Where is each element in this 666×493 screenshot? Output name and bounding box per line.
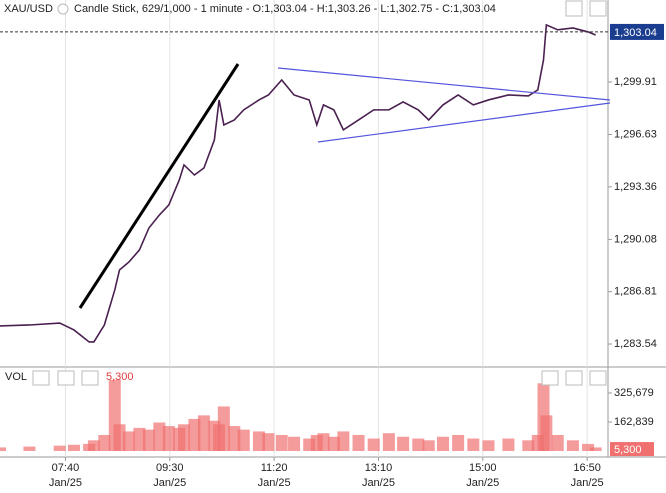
eye-icon[interactable] — [57, 3, 69, 15]
volume-bar — [153, 422, 166, 451]
vol-last: 5,300 — [106, 371, 134, 383]
volume-bar — [412, 438, 425, 451]
volume-bar — [397, 436, 410, 451]
volume-bar — [275, 434, 288, 451]
volume-bar — [53, 445, 66, 451]
volume-bar — [522, 440, 535, 451]
volume-bar — [178, 424, 191, 451]
y-tick-label: 1,296.63 — [614, 128, 657, 140]
eye-button[interactable] — [32, 370, 50, 386]
volume-bar — [367, 438, 380, 451]
last-volume-box — [610, 442, 654, 457]
volume-bar — [87, 440, 100, 451]
x-tick-label: 13:10 — [365, 462, 393, 474]
expand-button[interactable] — [565, 0, 583, 17]
volume-bar — [589, 447, 602, 451]
volume-bar — [467, 438, 480, 451]
volume-bar — [67, 444, 80, 451]
y-tick-label: 162,839 — [614, 416, 654, 428]
volume-bar — [98, 434, 111, 451]
volume-bar — [452, 434, 465, 451]
expand-button[interactable] — [565, 370, 583, 386]
x-tick-label: 07:40 — [52, 462, 80, 474]
x-tick-label: 16:50 — [573, 462, 601, 474]
settings-button[interactable] — [81, 370, 99, 386]
up-button[interactable] — [541, 370, 559, 386]
y-tick-label: 1,299.91 — [614, 76, 657, 88]
volume-bar — [352, 434, 365, 451]
close-button[interactable] — [589, 370, 607, 386]
volume-bar — [142, 429, 155, 451]
volume-bar — [228, 426, 241, 451]
volume-bar — [133, 427, 146, 451]
volume-bar — [540, 415, 553, 451]
volume-bar — [188, 418, 201, 451]
close-button[interactable] — [57, 370, 75, 386]
x-tick-label: 15:00 — [469, 462, 497, 474]
last-price-box — [610, 23, 664, 40]
x-tick-date: Jan/25 — [258, 477, 291, 489]
volume-bar — [113, 424, 126, 451]
y-tick-label: 1,293.36 — [614, 181, 657, 193]
volume-bar — [122, 431, 135, 451]
vol-title: VOL — [5, 371, 27, 383]
volume-bar — [252, 431, 265, 451]
menu-button[interactable] — [589, 0, 607, 17]
volume-bar — [551, 434, 564, 451]
x-tick-label: 11:20 — [261, 462, 288, 474]
volume-bar — [482, 440, 495, 451]
volume-bar — [436, 436, 449, 451]
volume-bar — [197, 415, 210, 451]
volume-bar — [566, 440, 579, 451]
volume-bar — [262, 433, 275, 451]
x-tick-date: Jan/25 — [153, 477, 186, 489]
trend-line — [78, 63, 240, 309]
volume-bar — [288, 436, 301, 451]
last-price-label: 1,303.04 — [614, 27, 657, 39]
triangle-lower — [317, 102, 611, 143]
x-tick-date: Jan/25 — [571, 477, 604, 489]
y-tick-label: 1,286.81 — [614, 286, 657, 298]
volume-bar — [0, 447, 6, 451]
last-volume-label: 5,300 — [614, 444, 642, 456]
volume-bar — [162, 426, 175, 451]
y-tick-label: 1,290.08 — [614, 233, 657, 245]
volume-bar — [337, 431, 350, 451]
triangle-upper — [277, 67, 611, 101]
volume-bar — [502, 438, 515, 451]
volume-bar — [327, 436, 340, 451]
volume-bar — [422, 440, 435, 451]
x-tick-label: 09:30 — [156, 462, 184, 474]
volume-bar — [382, 433, 395, 451]
y-tick-label: 1,283.54 — [614, 338, 657, 350]
info: Candle Stick, 629/1,000 - 1 minute - O:1… — [74, 3, 496, 15]
volume-bar — [23, 446, 36, 451]
x-tick-date: Jan/25 — [49, 477, 82, 489]
symbol: XAU/USD — [4, 3, 53, 15]
price-line — [0, 23, 596, 343]
volume-bar — [237, 429, 250, 451]
x-tick-date: Jan/25 — [466, 477, 499, 489]
volume-bar — [317, 433, 330, 451]
volume-bar — [217, 406, 230, 451]
y-tick-label: 325,679 — [614, 387, 654, 399]
volume-bar — [582, 443, 595, 451]
x-tick-date: Jan/25 — [362, 477, 395, 489]
